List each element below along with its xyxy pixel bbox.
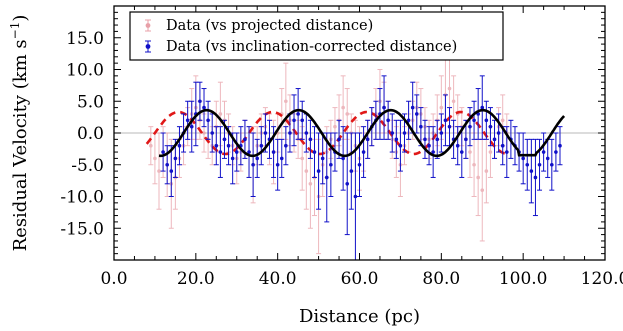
data-point-corrected xyxy=(549,138,555,191)
data-point-corrected xyxy=(185,100,191,140)
y-tick-label: -5.0 xyxy=(71,156,104,176)
data-point-corrected xyxy=(377,88,383,140)
data-point-corrected xyxy=(459,126,465,178)
data-point-corrected xyxy=(189,100,195,153)
data-point-corrected xyxy=(246,126,252,178)
x-tick-label: 80.0 xyxy=(422,269,460,289)
legend-box xyxy=(129,11,504,61)
data-point-corrected xyxy=(250,132,256,197)
data-point-corrected xyxy=(299,100,305,140)
data-point-corrected xyxy=(266,119,272,159)
data-point-corrected xyxy=(234,132,240,172)
data-point-corrected xyxy=(541,132,547,172)
data-point-corrected xyxy=(434,119,440,159)
data-point-corrected xyxy=(254,138,260,178)
data-point-corrected xyxy=(389,113,395,153)
data-point-corrected xyxy=(258,126,264,166)
y-axis-label-unit: −1 xyxy=(8,22,22,40)
y-tick-label: 15.0 xyxy=(66,29,104,49)
data-point-corrected xyxy=(422,119,428,159)
data-point-corrected xyxy=(430,126,436,178)
legend: Data (vs projected distance) Data (vs in… xyxy=(129,11,504,61)
x-axis-label: Distance (pc) xyxy=(299,306,420,327)
data-point-corrected xyxy=(217,126,223,178)
data-point-corrected xyxy=(275,138,281,191)
data-point-corrected xyxy=(467,107,473,147)
legend-marker-corrected xyxy=(145,40,151,53)
x-tick-label: 40.0 xyxy=(259,269,297,289)
y-tick-label: 5.0 xyxy=(77,92,104,112)
data-point-corrected xyxy=(344,132,350,236)
data-point-corrected xyxy=(557,126,563,166)
data-point-corrected xyxy=(365,119,371,159)
data-point-corrected xyxy=(238,126,244,166)
data-point-corrected xyxy=(385,100,391,140)
data-point-projected xyxy=(156,132,162,210)
data-point-corrected xyxy=(406,100,412,140)
series-fit-solid xyxy=(158,108,566,158)
data-point-corrected xyxy=(553,132,559,172)
data-point-corrected xyxy=(316,132,322,210)
data-point-corrected xyxy=(520,132,526,185)
data-point-projected xyxy=(344,88,350,140)
data-point-corrected xyxy=(176,126,182,166)
data-point-corrected xyxy=(483,100,489,140)
data-point-corrected xyxy=(340,126,346,191)
x-tick-label: 60.0 xyxy=(341,269,379,289)
data-point-corrected xyxy=(492,119,498,159)
series-layer xyxy=(145,56,566,260)
data-point-corrected xyxy=(205,100,211,140)
data-point-corrected xyxy=(336,119,342,159)
data-point-corrected xyxy=(414,94,420,134)
y-axis: -15.0 -10.0 -5.0 0.0 5.0 10.0 15.0 xyxy=(60,5,605,261)
x-tick-label: 100.0 xyxy=(499,269,548,289)
y-tick-label: -10.0 xyxy=(60,188,104,208)
data-point-corrected xyxy=(160,132,166,172)
data-point-corrected xyxy=(168,145,174,197)
data-point-corrected xyxy=(397,119,403,172)
x-tick-label: 20.0 xyxy=(177,269,215,289)
series-corrected xyxy=(160,75,563,260)
data-point-corrected xyxy=(311,126,317,178)
data-point-corrected xyxy=(295,88,301,140)
data-point-corrected xyxy=(201,88,207,128)
x-tick-label: 0.0 xyxy=(100,269,127,289)
data-point-corrected xyxy=(528,138,534,204)
x-axis: 0.0 20.0 40.0 60.0 80.0 100.0 120.0 xyxy=(100,6,623,289)
data-point-corrected xyxy=(479,75,485,140)
data-point-projected xyxy=(471,132,477,197)
x-tick-label: 120.0 xyxy=(581,269,623,289)
data-point-corrected xyxy=(475,88,481,140)
data-point-corrected xyxy=(418,107,424,147)
data-point-corrected xyxy=(537,138,543,191)
data-point-corrected xyxy=(291,94,297,147)
legend-marker-projected xyxy=(145,19,151,32)
data-point-corrected xyxy=(307,119,313,159)
data-point-corrected xyxy=(197,81,203,121)
data-point-corrected xyxy=(438,113,444,153)
data-point-corrected xyxy=(361,126,367,178)
y-tick-label: -15.0 xyxy=(60,219,104,239)
y-axis-label: Residual Velocity (km s−1) xyxy=(8,15,31,252)
data-point-corrected xyxy=(442,94,448,147)
legend-label-projected: Data (vs projected distance) xyxy=(166,18,373,34)
data-point-corrected xyxy=(352,132,358,260)
y-tick-label: 10.0 xyxy=(66,61,104,81)
data-point-corrected xyxy=(324,132,330,223)
legend-label-corrected: Data (vs inclination-corrected distance) xyxy=(166,39,457,55)
data-point-projected xyxy=(148,126,154,166)
data-point-corrected xyxy=(283,126,289,166)
data-point-corrected xyxy=(209,113,215,153)
data-point-projected xyxy=(451,75,457,128)
y-tick-label: 0.0 xyxy=(77,124,104,144)
data-point-corrected xyxy=(279,138,285,178)
data-point-corrected xyxy=(393,119,399,159)
